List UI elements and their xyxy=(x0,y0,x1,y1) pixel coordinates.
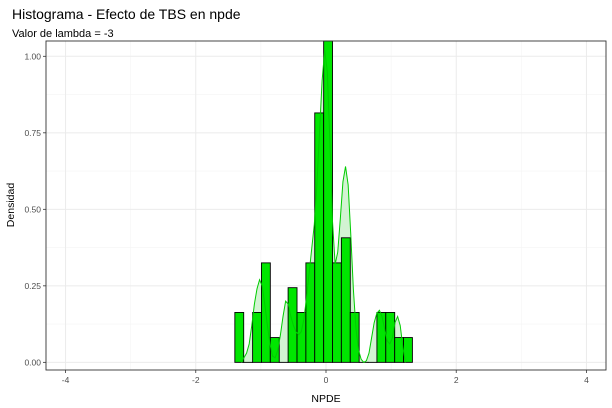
chart-subtitle: Valor de lambda = -3 xyxy=(12,28,114,40)
y-tick-label: 1.00 xyxy=(24,51,41,61)
x-tick-label: -4 xyxy=(62,375,70,385)
histogram-bar xyxy=(349,312,360,363)
density-curve xyxy=(240,50,406,363)
x-tick-label: 2 xyxy=(454,375,459,385)
histogram-bar xyxy=(234,312,245,363)
histogram-bar xyxy=(314,112,325,363)
histogram-bar xyxy=(296,312,307,363)
histogram-bar xyxy=(385,312,396,363)
x-tick-label: 0 xyxy=(324,375,329,385)
histogram-bar xyxy=(305,262,316,363)
x-tick-label: 4 xyxy=(584,375,589,385)
histogram-bar xyxy=(340,237,351,363)
histogram-bar xyxy=(269,337,280,363)
y-axis-title: Densidad xyxy=(5,183,17,228)
y-axis-ticks: 0.00 0.25 0.50 0.75 1.00 xyxy=(24,51,46,367)
x-tick-label: -2 xyxy=(192,375,200,385)
histogram-bar xyxy=(376,312,387,363)
chart-title: Histograma - Efecto de TBS en npde xyxy=(12,6,241,22)
y-tick-label: 0.50 xyxy=(24,204,41,214)
histogram-bar xyxy=(252,312,262,363)
x-axis-ticks: -4 -2 0 2 4 xyxy=(62,370,589,385)
y-tick-label: 0.00 xyxy=(24,357,41,367)
histogram-bar xyxy=(287,287,298,363)
x-axis-title: NPDE xyxy=(311,393,340,405)
histogram-bar xyxy=(332,262,342,363)
y-tick-label: 0.75 xyxy=(24,128,41,138)
y-tick-label: 0.25 xyxy=(24,281,41,291)
